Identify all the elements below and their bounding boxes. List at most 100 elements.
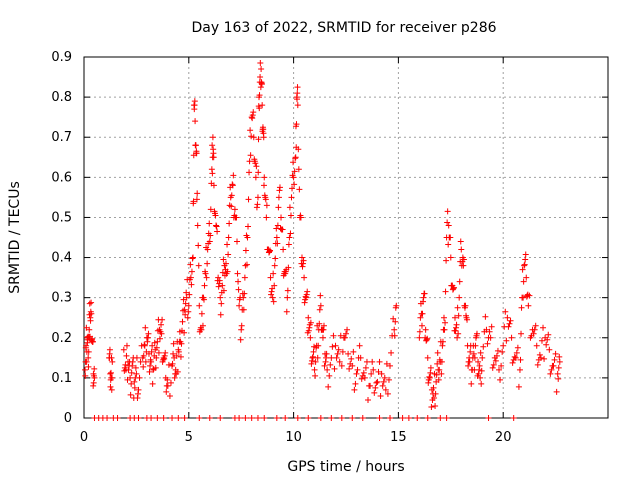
data-point [447, 254, 454, 261]
data-point [556, 353, 563, 360]
data-point [85, 354, 92, 361]
data-point [244, 234, 251, 241]
data-point [311, 366, 318, 373]
data-point [555, 364, 562, 371]
data-point [328, 415, 335, 421]
data-point [503, 337, 510, 344]
data-point [367, 382, 374, 389]
data-point [209, 134, 216, 141]
data-point [414, 415, 421, 421]
data-point [257, 74, 264, 81]
data-point [291, 168, 298, 175]
data-point [374, 378, 381, 385]
data-point [129, 362, 136, 369]
data-point [290, 159, 297, 166]
data-point [468, 380, 475, 387]
data-point [484, 340, 491, 347]
data-point [140, 352, 147, 359]
data-point [91, 365, 98, 372]
data-point [324, 366, 331, 373]
data-point [293, 121, 300, 128]
data-point [256, 92, 263, 99]
data-point [348, 355, 355, 362]
data-point [269, 285, 276, 292]
data-point [193, 150, 200, 157]
data-point [296, 186, 303, 193]
data-point [317, 302, 324, 309]
data-point [433, 371, 440, 378]
data-point [349, 362, 356, 369]
data-point [312, 372, 319, 379]
y-axis-label: SRMTID / TECUs [7, 181, 23, 294]
data-point [249, 115, 256, 122]
data-point [286, 234, 293, 241]
x-tick-label: 15 [390, 430, 407, 445]
data-point [218, 300, 225, 307]
data-point [450, 285, 457, 292]
data-point [248, 133, 255, 140]
data-point [361, 374, 368, 381]
data-point [305, 415, 312, 421]
data-point [379, 382, 386, 389]
data-point [478, 380, 485, 387]
data-point [416, 334, 423, 341]
data-point [181, 329, 188, 336]
data-point [308, 357, 315, 364]
x-tick-label: 5 [185, 430, 193, 445]
data-point [533, 342, 540, 349]
data-point [328, 354, 335, 361]
data-point [490, 361, 497, 368]
data-point [280, 246, 287, 253]
data-point [257, 60, 264, 67]
data-point [228, 203, 235, 210]
data-point [276, 184, 283, 191]
data-point [142, 324, 149, 331]
chart-title: Day 163 of 2022, SRMTID for receiver p28… [191, 20, 496, 36]
data-point [320, 322, 327, 329]
data-point [443, 257, 450, 264]
data-point [301, 299, 308, 306]
y-tick-label: 0.6 [51, 170, 72, 185]
data-point [160, 415, 167, 421]
data-point [164, 376, 171, 383]
data-point [493, 352, 500, 359]
data-point [153, 354, 160, 361]
data-point [155, 349, 162, 356]
data-point [294, 415, 301, 421]
data-point [148, 348, 155, 355]
data-point [424, 354, 431, 361]
data-point [316, 320, 323, 327]
data-point [161, 352, 168, 359]
x-tick-label: 20 [495, 430, 512, 445]
data-point [294, 90, 301, 97]
data-point [327, 361, 334, 368]
data-point [254, 201, 261, 208]
data-point [254, 194, 261, 201]
data-point [339, 348, 346, 355]
data-point [208, 166, 215, 173]
data-point [85, 348, 92, 355]
data-point [258, 66, 265, 73]
data-point [441, 326, 448, 333]
data-point [254, 415, 261, 421]
data-point [237, 336, 244, 343]
data-point [161, 355, 168, 362]
data-point [455, 312, 462, 319]
data-point [185, 308, 192, 315]
data-point [259, 102, 266, 109]
data-point [496, 366, 503, 373]
y-tick-label: 0.4 [51, 251, 72, 266]
data-point [384, 390, 391, 397]
data-point [109, 374, 116, 381]
y-tick-label: 0.3 [51, 291, 72, 306]
data-point [104, 415, 111, 421]
data-point [420, 298, 427, 305]
data-point [294, 96, 301, 103]
data-point [107, 369, 114, 376]
data-point [333, 354, 340, 361]
data-point [474, 330, 480, 337]
data-point [418, 322, 425, 329]
data-point [238, 322, 245, 329]
data-point [464, 316, 471, 323]
data-point [179, 318, 186, 325]
